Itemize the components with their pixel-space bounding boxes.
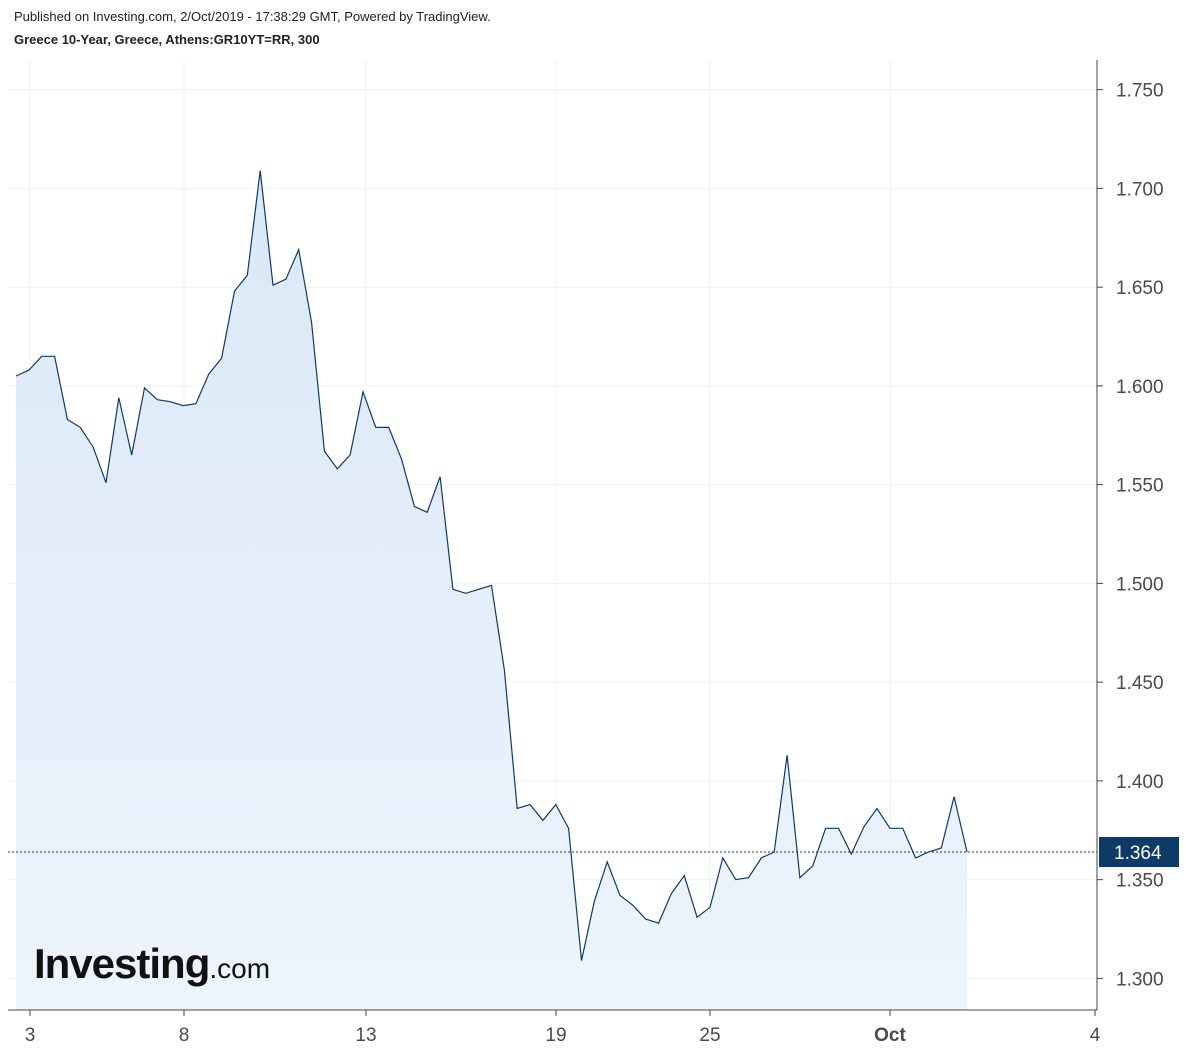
x-tick-label: 19: [545, 1025, 566, 1046]
x-tick-label: 25: [699, 1025, 720, 1046]
y-axis-ticks: 1.750 1.700 1.650 1.600 1.550 1.500 1.450 1.400…: [1097, 81, 1164, 990]
instrument-title: Greece 10-Year, Greece, Athens:GR10YT=RR…: [14, 32, 320, 47]
x-tick-label: 13: [355, 1025, 376, 1046]
y-tick-label: 1.350: [1116, 871, 1164, 892]
last-price-value: 1.364: [1114, 843, 1162, 864]
svg-text:Investing.com: Investing.com: [34, 940, 270, 987]
y-tick-label: 1.650: [1116, 278, 1164, 299]
series-area: [16, 170, 967, 1011]
published-note: Published on Investing.com, 2/Oct/2019 -…: [14, 9, 491, 24]
logo-main: Investing: [34, 940, 209, 987]
series-line: [15, 170, 968, 961]
y-tick-label: 1.750: [1116, 81, 1164, 102]
y-tick-label: 1.600: [1116, 377, 1164, 398]
x-tick-label: 3: [25, 1025, 36, 1046]
x-tick-label: 8: [179, 1025, 190, 1046]
y-tick-label: 1.300: [1116, 969, 1164, 990]
x-axis-ticks: 3 8 13 19 25 Oct 4: [25, 1010, 1101, 1046]
last-price-label: 1.364: [1099, 836, 1179, 867]
y-tick-label: 1.700: [1116, 179, 1164, 200]
x-tick-label: Oct: [874, 1025, 906, 1046]
x-tick-label: 4: [1090, 1025, 1101, 1046]
investing-logo: Investing.com: [34, 940, 270, 987]
chart-axes: [8, 60, 1098, 1011]
y-tick-label: 1.400: [1116, 772, 1164, 793]
y-tick-label: 1.500: [1116, 574, 1164, 595]
y-tick-label: 1.450: [1116, 673, 1164, 694]
y-tick-label: 1.550: [1116, 476, 1164, 497]
logo-suffix: .com: [209, 953, 270, 984]
